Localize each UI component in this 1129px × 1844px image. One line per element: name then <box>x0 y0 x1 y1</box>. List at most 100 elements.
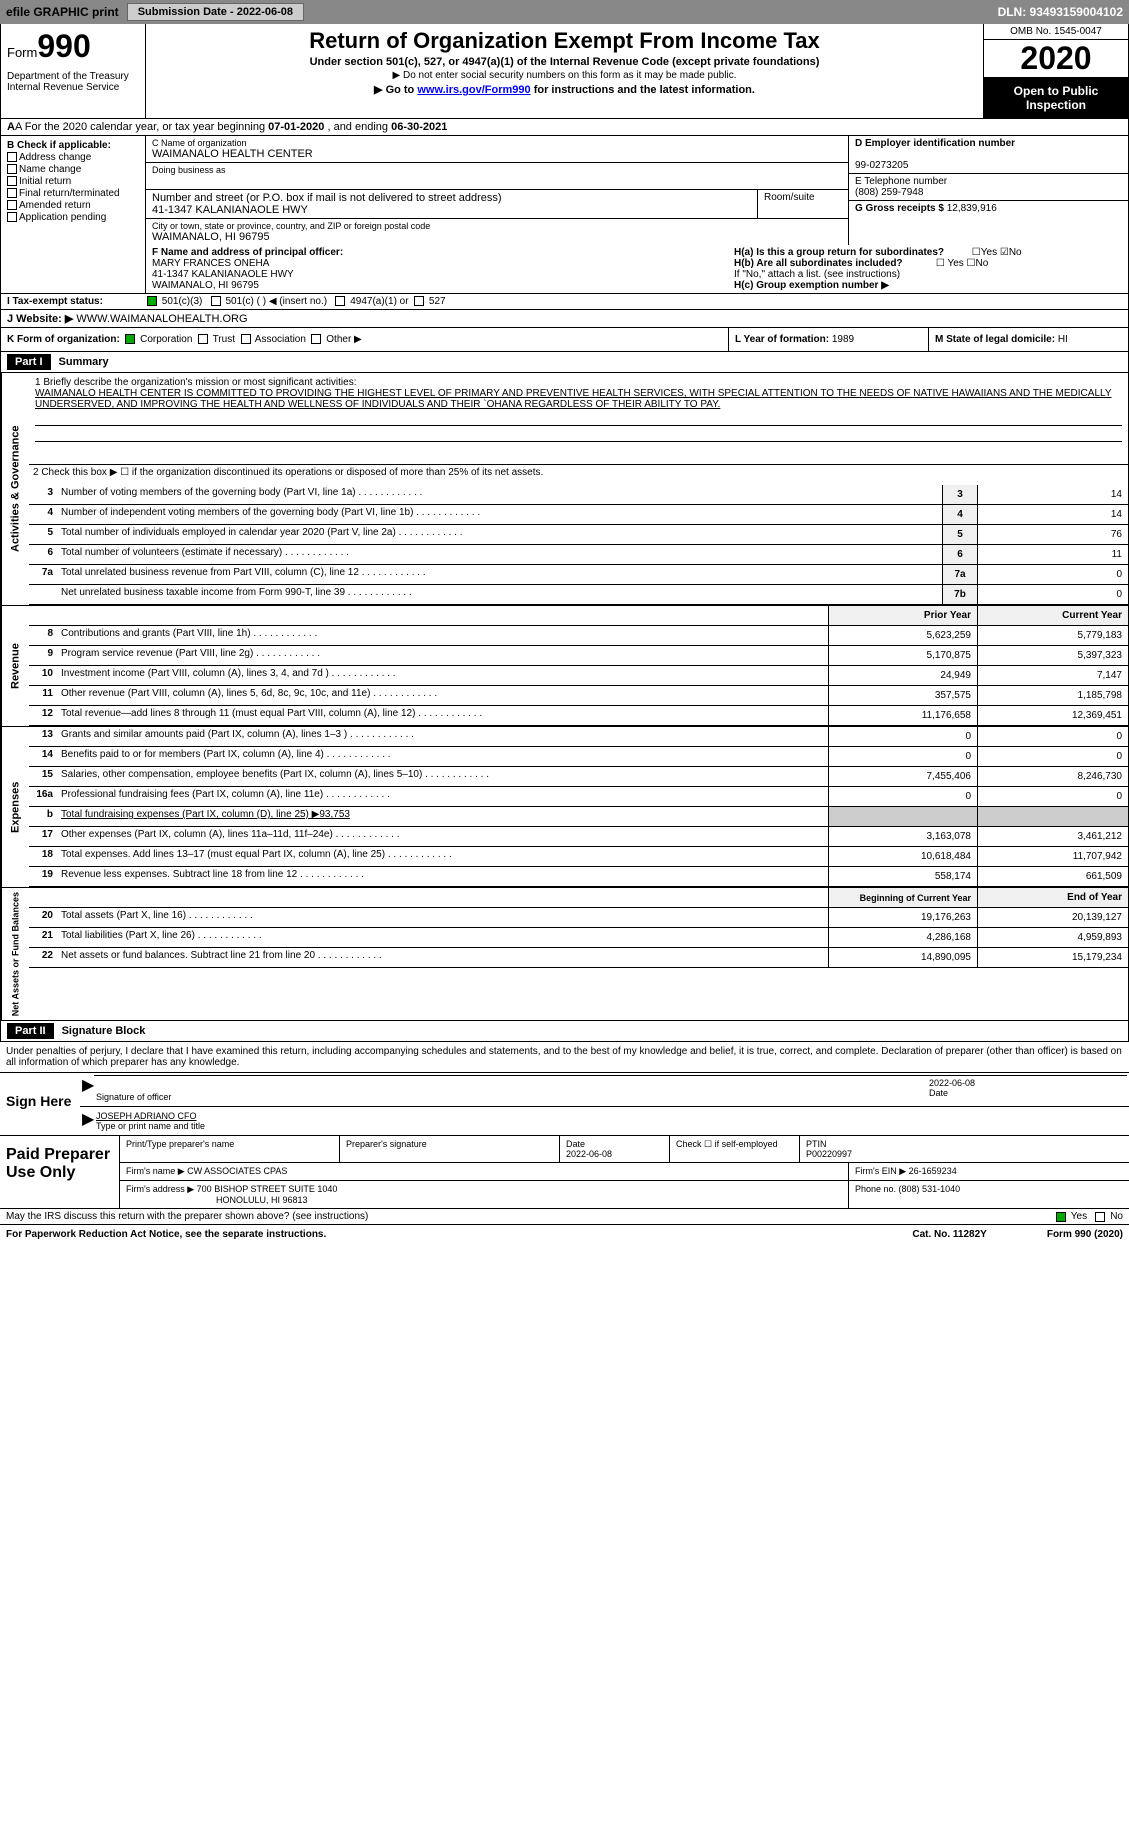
officer-addr1: 41-1347 KALANIANAOLE HWY <box>152 269 294 280</box>
net-assets-section: Net Assets or Fund Balances Beginning of… <box>0 887 1129 1021</box>
irs-link[interactable]: www.irs.gov/Form990 <box>417 84 530 96</box>
pra-notice: For Paperwork Reduction Act Notice, see … <box>6 1229 326 1240</box>
firm-addr-2: HONOLULU, HI 96813 <box>216 1195 308 1205</box>
check-other[interactable]: Other ▶ <box>311 334 361 345</box>
firm-name-row: Firm's name ▶ CW ASSOCIATES CPAS Firm's … <box>120 1163 1129 1181</box>
paid-preparer-block: Paid Preparer Use Only Print/Type prepar… <box>0 1136 1129 1209</box>
discuss-preparer-row: May the IRS discuss this return with the… <box>0 1209 1129 1225</box>
check-name-change[interactable]: Name change <box>7 164 139 175</box>
org-city: WAIMANALO, HI 96795 <box>152 231 842 243</box>
box-c-city: City or town, state or province, country… <box>146 219 848 245</box>
box-h-group: H(a) Is this a group return for subordin… <box>728 245 1128 293</box>
financial-row: 19 Revenue less expenses. Subtract line … <box>29 867 1128 887</box>
part-2-header: Part II Signature Block <box>0 1021 1129 1042</box>
financial-row: 20 Total assets (Part X, line 16) 19,176… <box>29 908 1128 928</box>
financial-row: 15 Salaries, other compensation, employe… <box>29 767 1128 787</box>
org-name: WAIMANALO HEALTH CENTER <box>152 148 842 160</box>
ein-value: 99-0273205 <box>855 160 908 171</box>
financial-row: 16a Professional fundraising fees (Part … <box>29 787 1128 807</box>
phone-value: (808) 259-7948 <box>855 187 923 198</box>
row-i-tax-status: I Tax-exempt status: 501(c)(3) 501(c) ( … <box>0 294 1129 310</box>
check-527[interactable]: 527 <box>414 296 445 307</box>
paid-preparer-label: Paid Preparer Use Only <box>0 1136 120 1208</box>
side-label-revenue: Revenue <box>1 606 29 726</box>
cat-number: Cat. No. 11282Y <box>912 1229 986 1240</box>
tax-year: 2020 <box>984 40 1128 78</box>
signature-officer-row: ▶ Signature of officer 2022-06-08 Date <box>80 1073 1129 1107</box>
preparer-name-row: Print/Type preparer's name Preparer's si… <box>120 1136 1129 1163</box>
room-suite-label: Room/suite <box>758 190 848 218</box>
box-g-gross: G Gross receipts $ 12,839,916 <box>849 201 1128 216</box>
column-headers-rev: Prior Year Current Year <box>29 606 1128 626</box>
check-address-change[interactable]: Address change <box>7 152 139 163</box>
financial-row: 14 Benefits paid to or for members (Part… <box>29 747 1128 767</box>
box-e-phone: E Telephone number (808) 259-7948 <box>849 174 1128 201</box>
col-d-e-g: D Employer identification number 99-0273… <box>848 136 1128 245</box>
form-label-footer: Form 990 (2020) <box>1047 1229 1123 1240</box>
column-headers-net: Beginning of Current Year End of Year <box>29 888 1128 908</box>
discuss-no-check[interactable] <box>1095 1212 1105 1222</box>
form-header: Form990 Department of the Treasury Inter… <box>0 24 1129 119</box>
mission-box: 1 Briefly describe the organization's mi… <box>29 373 1128 465</box>
sig-date-value: 2022-06-08 <box>929 1078 975 1088</box>
gov-row: 6 Total number of volunteers (estimate i… <box>29 545 1128 565</box>
financial-row: 13 Grants and similar amounts paid (Part… <box>29 727 1128 747</box>
check-final-return[interactable]: Final return/terminated <box>7 188 139 199</box>
submission-date-button[interactable]: Submission Date - 2022-06-08 <box>127 3 304 21</box>
sign-here-block: Sign Here ▶ Signature of officer 2022-06… <box>0 1073 1129 1136</box>
governance-section: Activities & Governance 1 Briefly descri… <box>0 373 1129 605</box>
financial-row: 18 Total expenses. Add lines 13–17 (must… <box>29 847 1128 867</box>
row-j-website: J Website: ▶ WWW.WAIMANALOHEALTH.ORG <box>0 310 1129 328</box>
dept-label: Department of the Treasury Internal Reve… <box>7 71 139 93</box>
box-d-ein: D Employer identification number 99-0273… <box>849 136 1128 174</box>
section-b-c-d-e: B Check if applicable: Address change Na… <box>0 136 1129 245</box>
expenses-section: Expenses 13 Grants and similar amounts p… <box>0 726 1129 887</box>
firm-name-value: CW ASSOCIATES CPAS <box>187 1166 287 1176</box>
check-application-pending[interactable]: Application pending <box>7 212 139 223</box>
website-value: WWW.WAIMANALOHEALTH.ORG <box>76 313 247 325</box>
col-b-checkboxes: B Check if applicable: Address change Na… <box>1 136 146 245</box>
form-title: Return of Organization Exempt From Incom… <box>150 28 979 54</box>
year-formation: L Year of formation: 1989 <box>728 328 928 351</box>
check-association[interactable]: Association <box>241 334 306 345</box>
firm-addr-1: 700 BISHOP STREET SUITE 1040 <box>197 1184 338 1194</box>
officer-name: MARY FRANCES ONEHA <box>152 258 269 269</box>
financial-row: 9 Program service revenue (Part VIII, li… <box>29 646 1128 666</box>
efile-label: efile GRAPHIC print <box>6 5 119 19</box>
check-501c3[interactable]: 501(c)(3) <box>147 296 202 307</box>
officer-addr2: WAIMANALO, HI 96795 <box>152 280 259 291</box>
header-mid: Return of Organization Exempt From Incom… <box>146 24 983 118</box>
box-c-dba: Doing business as <box>146 163 848 190</box>
firm-address-row: Firm's address ▶ 700 BISHOP STREET SUITE… <box>120 1181 1129 1208</box>
sign-here-label: Sign Here <box>0 1073 80 1135</box>
side-label-governance: Activities & Governance <box>1 373 29 605</box>
form-subtitle-1: Under section 501(c), 527, or 4947(a)(1)… <box>150 56 979 68</box>
financial-row: 17 Other expenses (Part IX, column (A), … <box>29 827 1128 847</box>
side-label-expenses: Expenses <box>1 727 29 887</box>
check-4947[interactable]: 4947(a)(1) or <box>335 296 408 307</box>
col-f-spacer <box>1 245 146 293</box>
discuss-yes-check[interactable] <box>1056 1212 1066 1222</box>
gov-row: 3 Number of voting members of the govern… <box>29 485 1128 505</box>
col-c-org-info: C Name of organization WAIMANALO HEALTH … <box>146 136 848 245</box>
state-domicile: M State of legal domicile: HI <box>928 328 1128 351</box>
page-footer: For Paperwork Reduction Act Notice, see … <box>0 1225 1129 1244</box>
gov-row: 7a Total unrelated business revenue from… <box>29 565 1128 585</box>
financial-row: b Total fundraising expenses (Part IX, c… <box>29 807 1128 827</box>
check-trust[interactable]: Trust <box>198 334 235 345</box>
financial-row: 8 Contributions and grants (Part VIII, l… <box>29 626 1128 646</box>
box-c-name: C Name of organization WAIMANALO HEALTH … <box>146 136 848 163</box>
section-f-h: F Name and address of principal officer:… <box>0 245 1129 294</box>
part-1-header: Part I Summary <box>0 352 1129 373</box>
row-k-form-org: K Form of organization: Corporation Trus… <box>0 328 1129 352</box>
firm-ein-value: 26-1659234 <box>909 1166 957 1176</box>
gov-row: 5 Total number of individuals employed i… <box>29 525 1128 545</box>
check-initial-return[interactable]: Initial return <box>7 176 139 187</box>
dln-label: DLN: 93493159004102 <box>998 5 1123 19</box>
check-corporation[interactable]: Corporation <box>125 334 192 345</box>
check-amended-return[interactable]: Amended return <box>7 200 139 211</box>
financial-row: 11 Other revenue (Part VIII, column (A),… <box>29 686 1128 706</box>
gov-row: Net unrelated business taxable income fr… <box>29 585 1128 605</box>
row-a-tax-year: AA For the 2020 calendar year, or tax ye… <box>0 119 1129 136</box>
check-501c[interactable]: 501(c) ( ) ◀ (insert no.) <box>211 296 327 307</box>
